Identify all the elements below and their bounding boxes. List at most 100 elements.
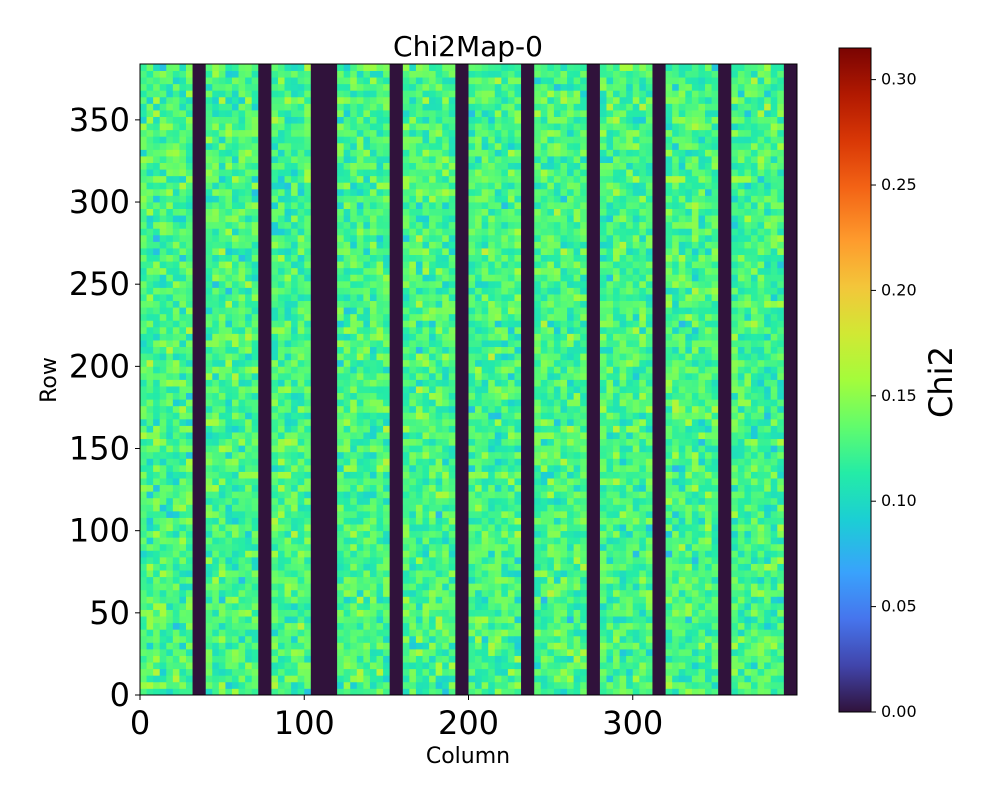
- heatmap-cell: [146, 412, 154, 420]
- heatmap-cell: [356, 162, 364, 170]
- heatmap-cell: [343, 688, 351, 695]
- heatmap-cell: [429, 70, 437, 78]
- heatmap-cell: [402, 228, 410, 236]
- heatmap-cell: [297, 142, 305, 150]
- heatmap-cell: [350, 478, 358, 486]
- heatmap-cell: [146, 188, 154, 196]
- heatmap-cell: [304, 609, 312, 617]
- heatmap-cell: [225, 616, 233, 624]
- heatmap-cell: [337, 491, 345, 499]
- heatmap-cell: [422, 596, 430, 604]
- heatmap-cell: [468, 602, 476, 610]
- heatmap-cell: [442, 228, 450, 236]
- heatmap-cell: [435, 372, 443, 380]
- heatmap-cell: [251, 642, 259, 650]
- heatmap-cell: [475, 478, 483, 486]
- heatmap-cell: [402, 648, 410, 656]
- heatmap-cell: [350, 234, 358, 242]
- heatmap-cell: [409, 589, 417, 597]
- heatmap-cell: [153, 583, 161, 591]
- heatmap-cell: [212, 635, 220, 643]
- heatmap-cell: [245, 491, 253, 499]
- heatmap-cell: [205, 156, 213, 163]
- heatmap-cell: [297, 195, 305, 203]
- heatmap-cell: [205, 458, 213, 466]
- heatmap-cell: [212, 497, 220, 505]
- heatmap-cell: [343, 123, 351, 131]
- heatmap-cell: [205, 64, 213, 71]
- heatmap-cell: [363, 313, 371, 321]
- heatmap-cell: [159, 70, 167, 78]
- heatmap-cell: [212, 116, 220, 124]
- heatmap-cell: [166, 635, 174, 643]
- heatmap-cell: [415, 228, 423, 236]
- heatmap-cell: [304, 116, 312, 124]
- heatmap-cell: [251, 464, 259, 472]
- heatmap-cell: [225, 287, 233, 295]
- heatmap-cell: [435, 202, 443, 210]
- heatmap-cell: [448, 215, 456, 223]
- heatmap-cell: [212, 313, 220, 321]
- heatmap-cell: [251, 280, 259, 288]
- heatmap-cell: [277, 504, 285, 512]
- heatmap-cell: [231, 77, 239, 85]
- heatmap-cell: [448, 202, 456, 210]
- heatmap-cell: [153, 116, 161, 124]
- heatmap-cell: [166, 372, 174, 380]
- heatmap-cell: [350, 570, 358, 578]
- heatmap-cell: [245, 399, 253, 407]
- heatmap-cell: [179, 228, 187, 236]
- heatmap-cell: [179, 182, 187, 190]
- heatmap-cell: [343, 228, 351, 236]
- heatmap-cell: [402, 497, 410, 505]
- heatmap-cell: [415, 123, 423, 131]
- heatmap-cell: [442, 471, 450, 479]
- heatmap-cell: [422, 372, 430, 380]
- heatmap-cell: [291, 609, 299, 617]
- heatmap-cell: [376, 103, 384, 111]
- heatmap-cell: [172, 596, 180, 604]
- heatmap-cell: [245, 307, 253, 315]
- heatmap-cell: [304, 83, 312, 91]
- heatmap-cell: [448, 668, 456, 676]
- heatmap-cell: [153, 267, 161, 275]
- heatmap-cell: [159, 563, 167, 571]
- heatmap-cell: [166, 602, 174, 610]
- heatmap-cell: [218, 228, 226, 236]
- heatmap-cell: [271, 576, 279, 584]
- heatmap-cell: [185, 438, 193, 446]
- heatmap-cell: [205, 471, 213, 479]
- heatmap-cell: [179, 280, 187, 288]
- heatmap-cell: [383, 537, 391, 545]
- heatmap-cell: [245, 182, 253, 190]
- heatmap-cell: [231, 169, 239, 177]
- heatmap-cell: [475, 681, 483, 689]
- heatmap-cell: [343, 208, 351, 216]
- heatmap-cell: [415, 563, 423, 571]
- heatmap-cell: [225, 418, 233, 426]
- heatmap-cell: [304, 688, 312, 695]
- heatmap-cell: [409, 149, 417, 157]
- heatmap-cell: [291, 412, 299, 420]
- heatmap-cell: [251, 412, 259, 420]
- heatmap-cell: [153, 563, 161, 571]
- heatmap-cell: [350, 504, 358, 512]
- heatmap-cell: [475, 451, 483, 459]
- heatmap-cell: [179, 464, 187, 472]
- heatmap-cell: [422, 116, 430, 124]
- heatmap-cell: [442, 326, 450, 334]
- heatmap-cell: [429, 353, 437, 361]
- heatmap-cell: [179, 491, 187, 499]
- heatmap-cell: [448, 221, 456, 229]
- heatmap-cell: [140, 491, 147, 499]
- heatmap-cell: [429, 556, 437, 564]
- heatmap-cell: [383, 681, 391, 689]
- heatmap-cell: [185, 471, 193, 479]
- heatmap-cell: [284, 386, 292, 394]
- heatmap-cell: [442, 530, 450, 538]
- heatmap-cell: [343, 616, 351, 624]
- heatmap-cell: [166, 668, 174, 676]
- heatmap-cell: [146, 616, 154, 624]
- heatmap-cell: [146, 504, 154, 512]
- heatmap-cell: [415, 241, 423, 249]
